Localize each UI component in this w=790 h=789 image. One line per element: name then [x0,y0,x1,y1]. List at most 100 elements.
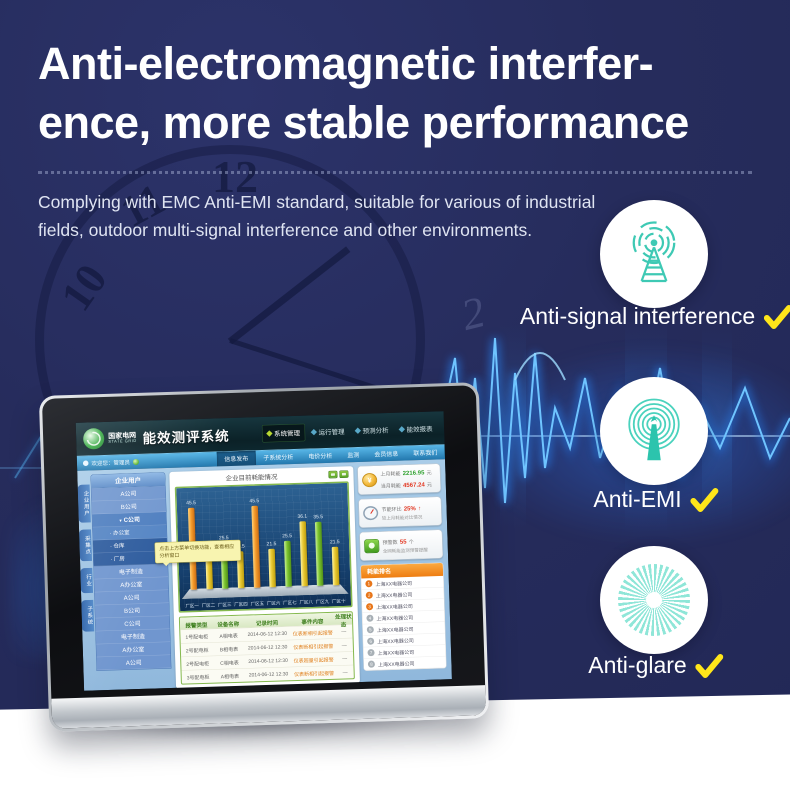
chart-bar: 45.5 [249,498,261,588]
sidebar-item[interactable]: A公司 [96,654,171,671]
rank-list: 1 上海XX电器公司 2 上海XX电器公司 [361,575,447,671]
chart-bar: 21.5 [267,541,276,588]
status-dot-icon [132,458,140,465]
feature-circle-glare [600,546,708,654]
feature-label-glare: Anti-glare [588,652,724,679]
stat-note: 较上月耗能对比情况 [381,514,423,521]
top-menu: 系统管理 运行管理 预测分析 [261,419,438,443]
chart-bar: 36.1 [297,514,308,587]
sidebar-item-label: 厂房 [113,555,125,563]
chart-x-label: 厂区三 [217,602,232,608]
nav-item-label: 监测 [347,451,360,459]
rank-item[interactable]: 8 上海XX电器公司 [363,656,447,671]
nav-item-label: 联系我们 [413,449,438,457]
alert-bulb-icon [363,538,380,554]
event-table-body: 1号配电柜 A相电表 2014-06-12 12:30 仪表断相引起报警 — [180,624,354,684]
clock-numeral-10: 10 [51,255,117,320]
sidebar-item-label: 电子制造 [118,567,143,576]
rank-company-name: 上海XX电器公司 [376,626,414,634]
sidebar-item-label: 办公室 [112,529,130,537]
vertical-tab[interactable]: 企业用户 [77,484,91,523]
menu-item-label: 运行管理 [318,427,345,436]
rank-badge: 3 [366,603,374,611]
vertical-tab[interactable]: 行业 [80,567,94,594]
top-menu-item[interactable]: 运行管理 [307,422,350,441]
menu-item-icon [310,428,318,436]
nav-item[interactable]: 联系我们 [406,445,445,461]
top-menu-item[interactable]: 系统管理 [261,423,306,443]
stat-unit: 个 [408,539,414,546]
rank-company-name: 上海XX电器公司 [377,649,415,657]
rank-company-name: 上海XX电器公司 [377,661,415,668]
meter-icon [362,505,379,521]
center-panel: 企业目前耗能情况 45.521.525.520.545.52 [169,466,361,689]
page-title-line1: Anti-electromagnetic interfer- [38,38,654,89]
table-header-cell: 记录时间 [255,620,279,627]
stat-value: 2216.95 [402,468,425,477]
nav-item-label: 电价分析 [308,452,333,461]
rank-badge: 6 [367,637,375,645]
cell-event: 仪表超量引起报警 [293,657,334,664]
chart-x-label: 厂区十 [331,598,346,604]
rank-badge: 8 [367,660,376,668]
coins-icon: ¥ [361,472,378,488]
nav-item[interactable]: 子系统分析 [256,449,301,465]
sidebar-item-label: A办公室 [122,645,145,654]
feature-label-signal: Anti-signal interference [520,303,790,330]
top-menu-item[interactable]: 能效报表 [395,419,438,438]
cell-device-name: A相电表 [220,673,240,680]
rank-company-name: 上海XX电器公司 [375,592,413,599]
chart-x-label: 厂区六 [266,600,281,606]
nav-item[interactable]: 电价分析 [301,448,340,464]
sidebar-list: A公司 B公司 C公司 [90,486,172,671]
cell-event: 仪表断相引起报警 [292,630,333,637]
stat-unit: 元 [426,470,432,476]
state-grid-logo-icon [82,427,105,450]
chart-bar-value: 35.5 [313,514,324,520]
sidebar-item-label: A公司 [120,489,137,498]
rank-badge: 5 [366,626,374,634]
sidebar-item-label: C公司 [123,515,141,524]
sidebar-item-label: A办公室 [120,580,143,589]
menu-item-label: 能效报表 [406,424,433,434]
sidebar-item-label: B公司 [124,606,141,615]
chart-x-label: 厂区八 [299,599,313,605]
stat-unit: 元 [426,482,433,488]
starburst-icon [618,564,690,636]
menu-item-icon [398,425,405,433]
menu-item-label: 预测分析 [362,426,389,435]
nav-item-label: 信息发布 [224,454,249,463]
print-button[interactable] [339,470,349,478]
rank-company-name: 上海XX电器公司 [377,638,414,645]
chart-bar-value: 25.5 [282,533,293,539]
nav-item[interactable]: 信息发布 [216,450,257,467]
sidebar-tooltip: 点击上方菜单切换功能，查看相应分析窗口 [154,539,242,564]
vertical-tab[interactable]: 子系统 [81,599,95,632]
stat-note: 全网耗能监测预警提醒 [382,547,428,554]
top-menu-item[interactable]: 预测分析 [351,421,394,440]
rank-panel: 耗能排名 1 上海XX电器公司 [360,562,447,671]
stat-card-energy: ¥ 上月耗能 2216.95 元 当月耗能 4567.24 元 [357,463,442,496]
chart-bar: 25.5 [282,533,292,587]
chart-bar-value: 45.5 [186,500,196,506]
cell-device-name: B相电表 [219,646,239,653]
cell-status: — [341,642,347,648]
export-button[interactable] [328,470,338,479]
nav-item[interactable]: 监测 [340,447,367,462]
welcome-text: 欢迎您：管理员 [91,459,131,467]
rank-badge: 1 [365,580,373,588]
cell-device-name: A相电表 [219,633,238,640]
chart-card: 企业目前耗能情况 45.521.525.520.545.52 [169,466,361,689]
signal-tower-icon [632,221,676,283]
dashboard: 国家电网 STATE GRID 能效测评系统 系统管理 [75,411,452,691]
page-title: Anti-electromagnetic interfer- ence, mor… [38,34,758,153]
cell-timestamp: 2014-06-12 12:30 [248,657,288,665]
sidebar-item-label: C公司 [124,619,141,628]
stat-label: 上月耗能 [380,471,401,478]
antenna-waves-icon [628,398,680,461]
vertical-tab[interactable]: 采集点 [79,529,93,562]
cell-event: 仪表断相引起报警 [294,670,335,678]
hero-description: Complying with EMC Anti-EMI standard, su… [38,188,758,245]
nav-item[interactable]: 会员信息 [367,446,406,462]
